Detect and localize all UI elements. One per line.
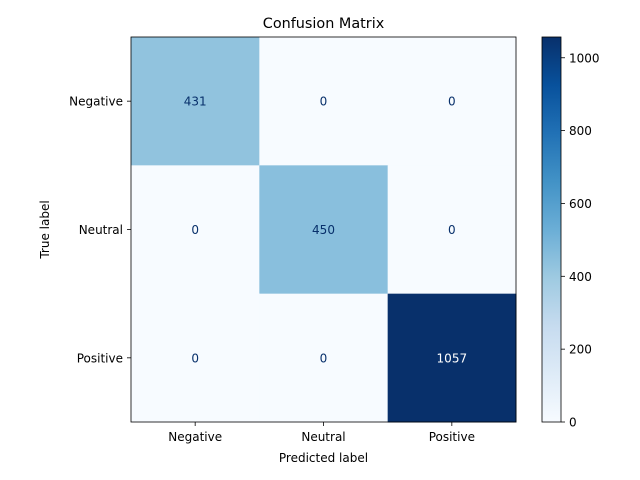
x-axis-label: Predicted label	[279, 451, 368, 465]
cell-value-label: 0	[191, 223, 199, 237]
colorbar-ticks: 0 200 400 600 800 1000	[561, 51, 600, 430]
cell-value-label: 0	[448, 223, 456, 237]
heatmap-cell	[259, 37, 389, 166]
y-axis-ticks: Negative Neutral Positive	[69, 95, 131, 365]
heatmap-cells	[131, 37, 517, 423]
colorbar-tick-label: 0	[569, 416, 577, 430]
colorbar-tick-label: 600	[569, 197, 592, 211]
cell-value-label: 431	[184, 95, 207, 109]
cell-value-label: 0	[320, 95, 328, 109]
y-tick-label: Negative	[69, 95, 123, 109]
cell-value-label: 450	[312, 223, 335, 237]
colorbar-tick-label: 800	[569, 124, 592, 138]
heatmap-cell	[259, 293, 389, 423]
cell-value-label: 0	[191, 351, 199, 365]
heatmap-cell	[131, 165, 260, 295]
heatmap-cell	[131, 37, 260, 166]
colorbar-tick-label: 400	[569, 270, 592, 284]
cell-value-label: 0	[320, 351, 328, 365]
heatmap-cell	[131, 293, 260, 423]
cell-value-label: 0	[448, 95, 456, 109]
colorbar-tick-label: 200	[569, 343, 592, 357]
colorbar	[541, 36, 562, 423]
heatmap-cell	[387, 37, 517, 166]
heatmap-cell	[259, 165, 389, 295]
x-axis-ticks: Negative Neutral Positive	[168, 422, 475, 444]
y-tick-label: Neutral	[79, 223, 123, 237]
cell-value-label: 1057	[437, 351, 468, 365]
x-tick-label: Negative	[168, 430, 222, 444]
heatmap-cell	[387, 165, 517, 295]
y-axis-label: True label	[38, 200, 52, 259]
heatmap-cell	[387, 293, 517, 423]
y-tick-label: Positive	[77, 351, 123, 365]
colorbar-tick-label: 1000	[569, 51, 600, 65]
x-tick-label: Neutral	[301, 430, 345, 444]
x-tick-label: Positive	[429, 430, 475, 444]
chart-title: Confusion Matrix	[263, 16, 385, 32]
cell-value-labels: 431 0 0 0 450 0 0 0 1057	[184, 95, 467, 366]
